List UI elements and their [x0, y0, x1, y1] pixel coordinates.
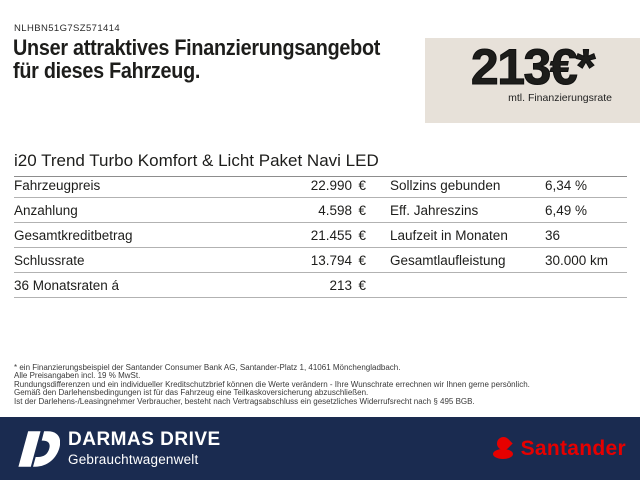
- bank-name: Santander: [520, 436, 626, 460]
- row-unit: €: [358, 202, 366, 218]
- vehicle-title: i20 Trend Turbo Komfort & Licht Paket Na…: [14, 151, 627, 177]
- table-row: Fahrzeugpreis 22.990 € Sollzins gebunden…: [14, 173, 627, 198]
- disclaimer-line: Ist der Darlehens-/Leasingnehmer Verbrau…: [14, 396, 475, 406]
- dealer-logo: DARMAS DRIVE Gebrauchtwagenwelt: [14, 429, 221, 469]
- disclaimer-line: Alle Preisangaben incl. 19 % MwSt.: [14, 371, 141, 381]
- row-unit: €: [358, 252, 366, 268]
- table-row: Anzahlung 4.598 € Eff. Jahreszins 6,49 %: [14, 198, 627, 223]
- row-label: Fahrzeugpreis: [14, 177, 101, 193]
- page-title: Unser attraktives Finanzierungsangebot f…: [13, 35, 381, 83]
- monthly-rate-caption: mtl. Finanzierungsrate: [508, 92, 612, 104]
- row-label: Gesamtkreditbetrag: [14, 227, 133, 243]
- darmas-d-icon: [18, 430, 60, 467]
- table-row: Schlussrate 13.794 € Gesamtlaufleistung …: [14, 248, 627, 273]
- row-value: 6,49 %: [545, 202, 588, 218]
- santander-logo: Santander: [492, 437, 626, 461]
- disclaimer-line: Rundungsdifferenzen und ein individuelle…: [14, 379, 530, 389]
- finance-table: Fahrzeugpreis 22.990 € Sollzins gebunden…: [14, 173, 627, 298]
- dealer-subtitle: Gebrauchtwagenwelt: [68, 452, 199, 467]
- table-row: 36 Monatsraten á 213 €: [14, 273, 627, 298]
- row-label: Laufzeit in Monaten: [390, 227, 508, 243]
- row-label: Anzahlung: [14, 202, 78, 218]
- disclaimer-line: * ein Finanzierungsbeispiel der Santande…: [14, 363, 401, 372]
- row-value: 22.990: [310, 177, 352, 193]
- row-label: Sollzins gebunden: [390, 177, 501, 193]
- disclaimer-text: * ein Finanzierungsbeispiel der Santande…: [14, 363, 626, 406]
- row-label: Schlussrate: [14, 252, 85, 268]
- headline-line-1: Unser attraktives Finanzierungsangebot: [13, 35, 381, 60]
- headline-line-2: für dieses Fahrzeug.: [13, 57, 201, 83]
- disclaimer-line: Gemäß den Darlehensbedingungen ist für d…: [14, 388, 369, 398]
- table-row: Gesamtkreditbetrag 21.455 € Laufzeit in …: [14, 223, 627, 248]
- row-value: 6,34 %: [545, 177, 588, 193]
- row-value: 13.794: [310, 252, 352, 268]
- row-value: 4.598: [318, 202, 352, 218]
- row-label: Eff. Jahreszins: [390, 202, 479, 218]
- vin-number: NLHBN51G7SZ571414: [14, 23, 121, 34]
- monthly-rate-amount: 213€*: [470, 39, 596, 96]
- row-value: 213: [329, 277, 352, 293]
- row-label: 36 Monatsraten á: [14, 277, 120, 293]
- row-unit: €: [358, 277, 366, 293]
- row-value: 30.000 km: [545, 252, 609, 268]
- dealer-text-block: DARMAS DRIVE Gebrauchtwagenwelt: [68, 430, 221, 467]
- row-value: 36: [545, 227, 561, 243]
- monthly-rate-box: 213€* mtl. Finanzierungsrate: [425, 38, 640, 123]
- footer-bar: DARMAS DRIVE Gebrauchtwagenwelt Santande…: [0, 417, 640, 480]
- row-value: 21.455: [310, 227, 352, 243]
- row-label: Gesamtlaufleistung: [390, 252, 506, 268]
- row-unit: €: [358, 227, 366, 243]
- santander-flame-icon: [492, 437, 516, 461]
- row-unit: €: [358, 177, 366, 193]
- dealer-name: DARMAS DRIVE: [68, 429, 221, 450]
